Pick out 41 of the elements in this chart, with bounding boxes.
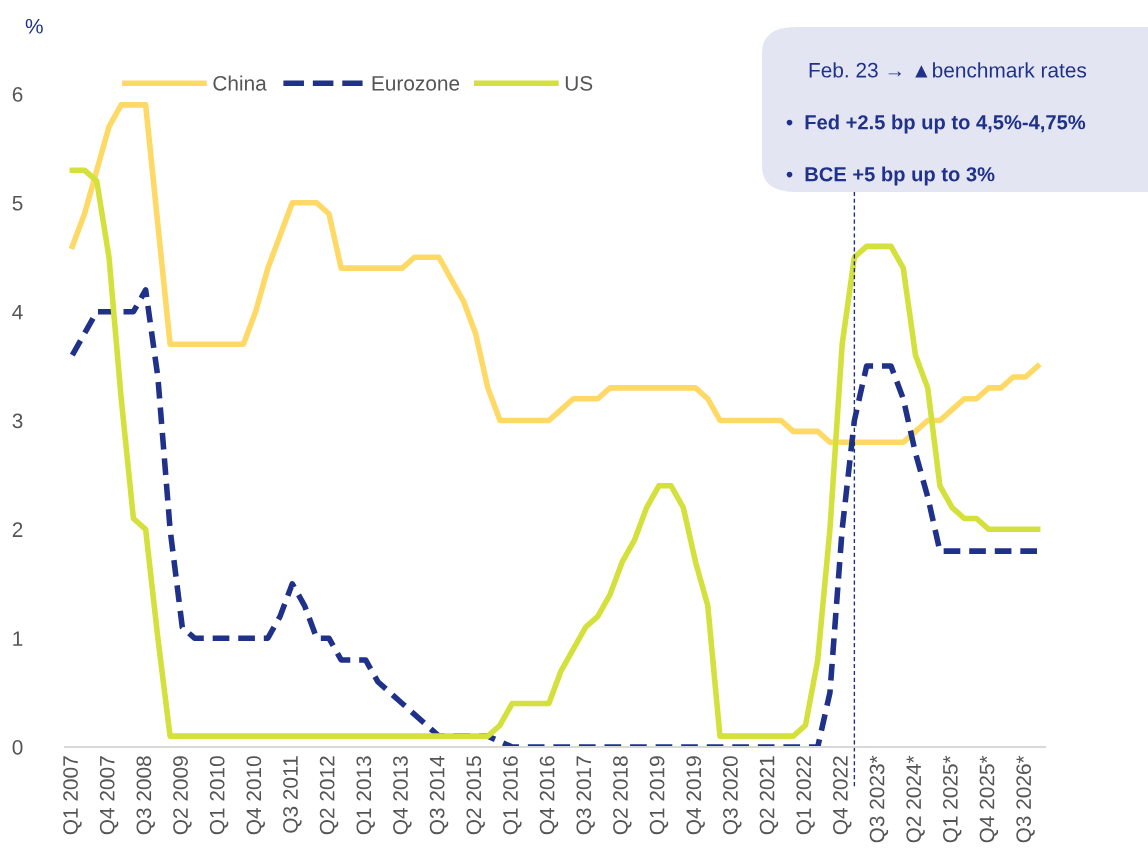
legend-label: China xyxy=(213,75,267,91)
y-tick-label: 4 xyxy=(12,304,23,320)
legend-label: Eurozone xyxy=(372,76,460,91)
y-tick-label: 0 xyxy=(12,740,23,755)
x-tick-label: Q2 2024* xyxy=(906,755,925,843)
x-tick-label: Q1 2022 xyxy=(796,756,815,835)
x-tick-label: Q3 2026* xyxy=(1016,755,1035,843)
x-tick-label: Q3 2020 xyxy=(723,756,742,835)
x-tick-label: Q4 2025* xyxy=(979,755,999,843)
x-tick-label: Q1 2010 xyxy=(209,756,229,835)
x-tick-label: Q1 2019 xyxy=(649,756,669,835)
x-tick-label: Q1 2016 xyxy=(503,756,522,835)
y-axis-title: % xyxy=(25,18,43,34)
annotation: • Fed +2.5 bp up to 4,5%-4,75% xyxy=(786,114,1086,134)
x-tick-label: Q3 2011 xyxy=(283,756,302,833)
x-tick-label: Q4 2016 xyxy=(539,756,559,835)
annotation: • BCE +5 bp up to 3% xyxy=(786,166,995,186)
x-tick-label: Q2 2015 xyxy=(466,756,485,835)
x-tick-label: Q4 2007 xyxy=(99,756,119,835)
x-tick-label: Q3 2017 xyxy=(576,756,595,835)
x-tick-label: Q4 2013 xyxy=(393,756,412,835)
x-tick-label: Q1 2025* xyxy=(942,755,962,843)
text: Feb. 23 → ▲benchmark rates xyxy=(809,62,1087,78)
x-tick-label: Q2 2021 xyxy=(759,756,779,835)
y-tick-label: 1 xyxy=(13,631,23,646)
x-tick-label: Q3 2008 xyxy=(136,756,155,835)
legend-label: US xyxy=(565,75,593,91)
y-tick-label: 3 xyxy=(12,413,23,429)
y-tick-label: 5 xyxy=(12,196,23,211)
x-tick-label: Q2 2018 xyxy=(613,756,632,835)
x-tick-label: Q3 2014 xyxy=(429,755,449,835)
x-tick-label: Q1 2007 xyxy=(63,756,82,835)
x-tick-label: Q2 2012 xyxy=(319,756,339,835)
x-tick-label: Q4 2010 xyxy=(246,756,265,835)
x-tick-label: Q4 2022 xyxy=(833,756,852,835)
y-tick-label: 2 xyxy=(12,522,23,537)
x-tick-label: Q4 2019 xyxy=(686,756,705,835)
x-tick-label: Q1 2013 xyxy=(356,756,375,835)
y-tick-label: 6 xyxy=(12,87,23,102)
x-tick-label: Q2 2009 xyxy=(173,756,192,835)
x-tick-label: Q3 2023* xyxy=(869,755,889,843)
